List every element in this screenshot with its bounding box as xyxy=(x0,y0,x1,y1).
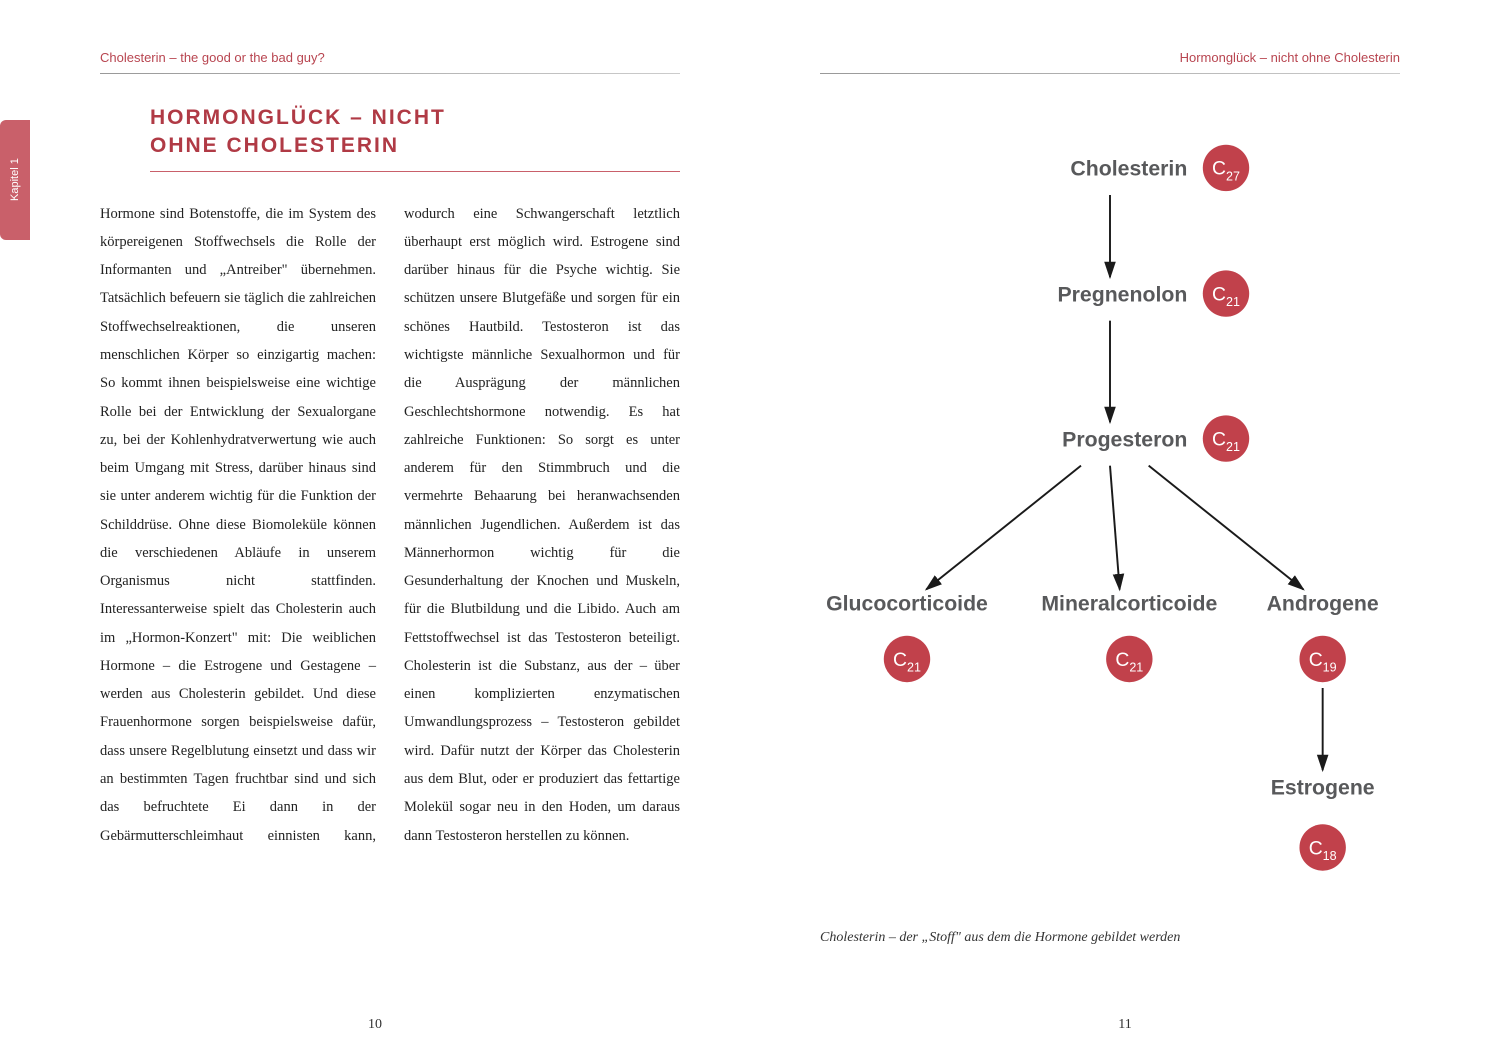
page-number-left: 10 xyxy=(0,1017,750,1033)
diagram-node-label: Pregnenolon xyxy=(1057,282,1187,306)
diagram-node-label: Progesteron xyxy=(1062,427,1187,451)
running-head-right: Hormonglück – nicht ohne Cholesterin xyxy=(820,50,1400,65)
page-left: Kapitel 1 Cholesterin – the good or the … xyxy=(0,0,750,1061)
diagram-node-label: Glucocorticoide xyxy=(826,592,988,616)
page-right: Hormonglück – nicht ohne Cholesterin Cho… xyxy=(750,0,1500,1061)
body-text: Hormone sind Botenstoffe, die im System … xyxy=(100,200,680,850)
title-line-2: OHNE CHOLESTERIN xyxy=(150,134,399,157)
section-title: HORMONGLÜCK – NICHT OHNE CHOLESTERIN xyxy=(150,104,680,161)
diagram-node-label: Cholesterin xyxy=(1070,157,1187,181)
diagram-edge xyxy=(1110,466,1120,590)
page-number-right: 11 xyxy=(750,1017,1500,1033)
diagram-node-label: Androgene xyxy=(1267,592,1379,616)
running-head-left: Cholesterin – the good or the bad guy? xyxy=(100,50,680,65)
diagram-svg: CholesterinC27PregnenolonC21ProgesteronC… xyxy=(820,104,1400,924)
diagram-caption: Cholesterin – der „Stoff" aus dem die Ho… xyxy=(820,930,1400,946)
title-line-1: HORMONGLÜCK – NICHT xyxy=(150,106,446,129)
head-rule-left xyxy=(100,73,680,74)
title-rule xyxy=(150,171,680,172)
chapter-tab: Kapitel 1 xyxy=(0,120,30,240)
head-rule-right xyxy=(820,73,1400,74)
diagram-node-label: Mineralcorticoide xyxy=(1041,592,1217,616)
diagram-node-label: Estrogene xyxy=(1271,775,1375,799)
diagram-edge xyxy=(926,466,1081,590)
diagram-edge xyxy=(1149,466,1304,590)
hormone-diagram: CholesterinC27PregnenolonC21ProgesteronC… xyxy=(820,104,1400,924)
